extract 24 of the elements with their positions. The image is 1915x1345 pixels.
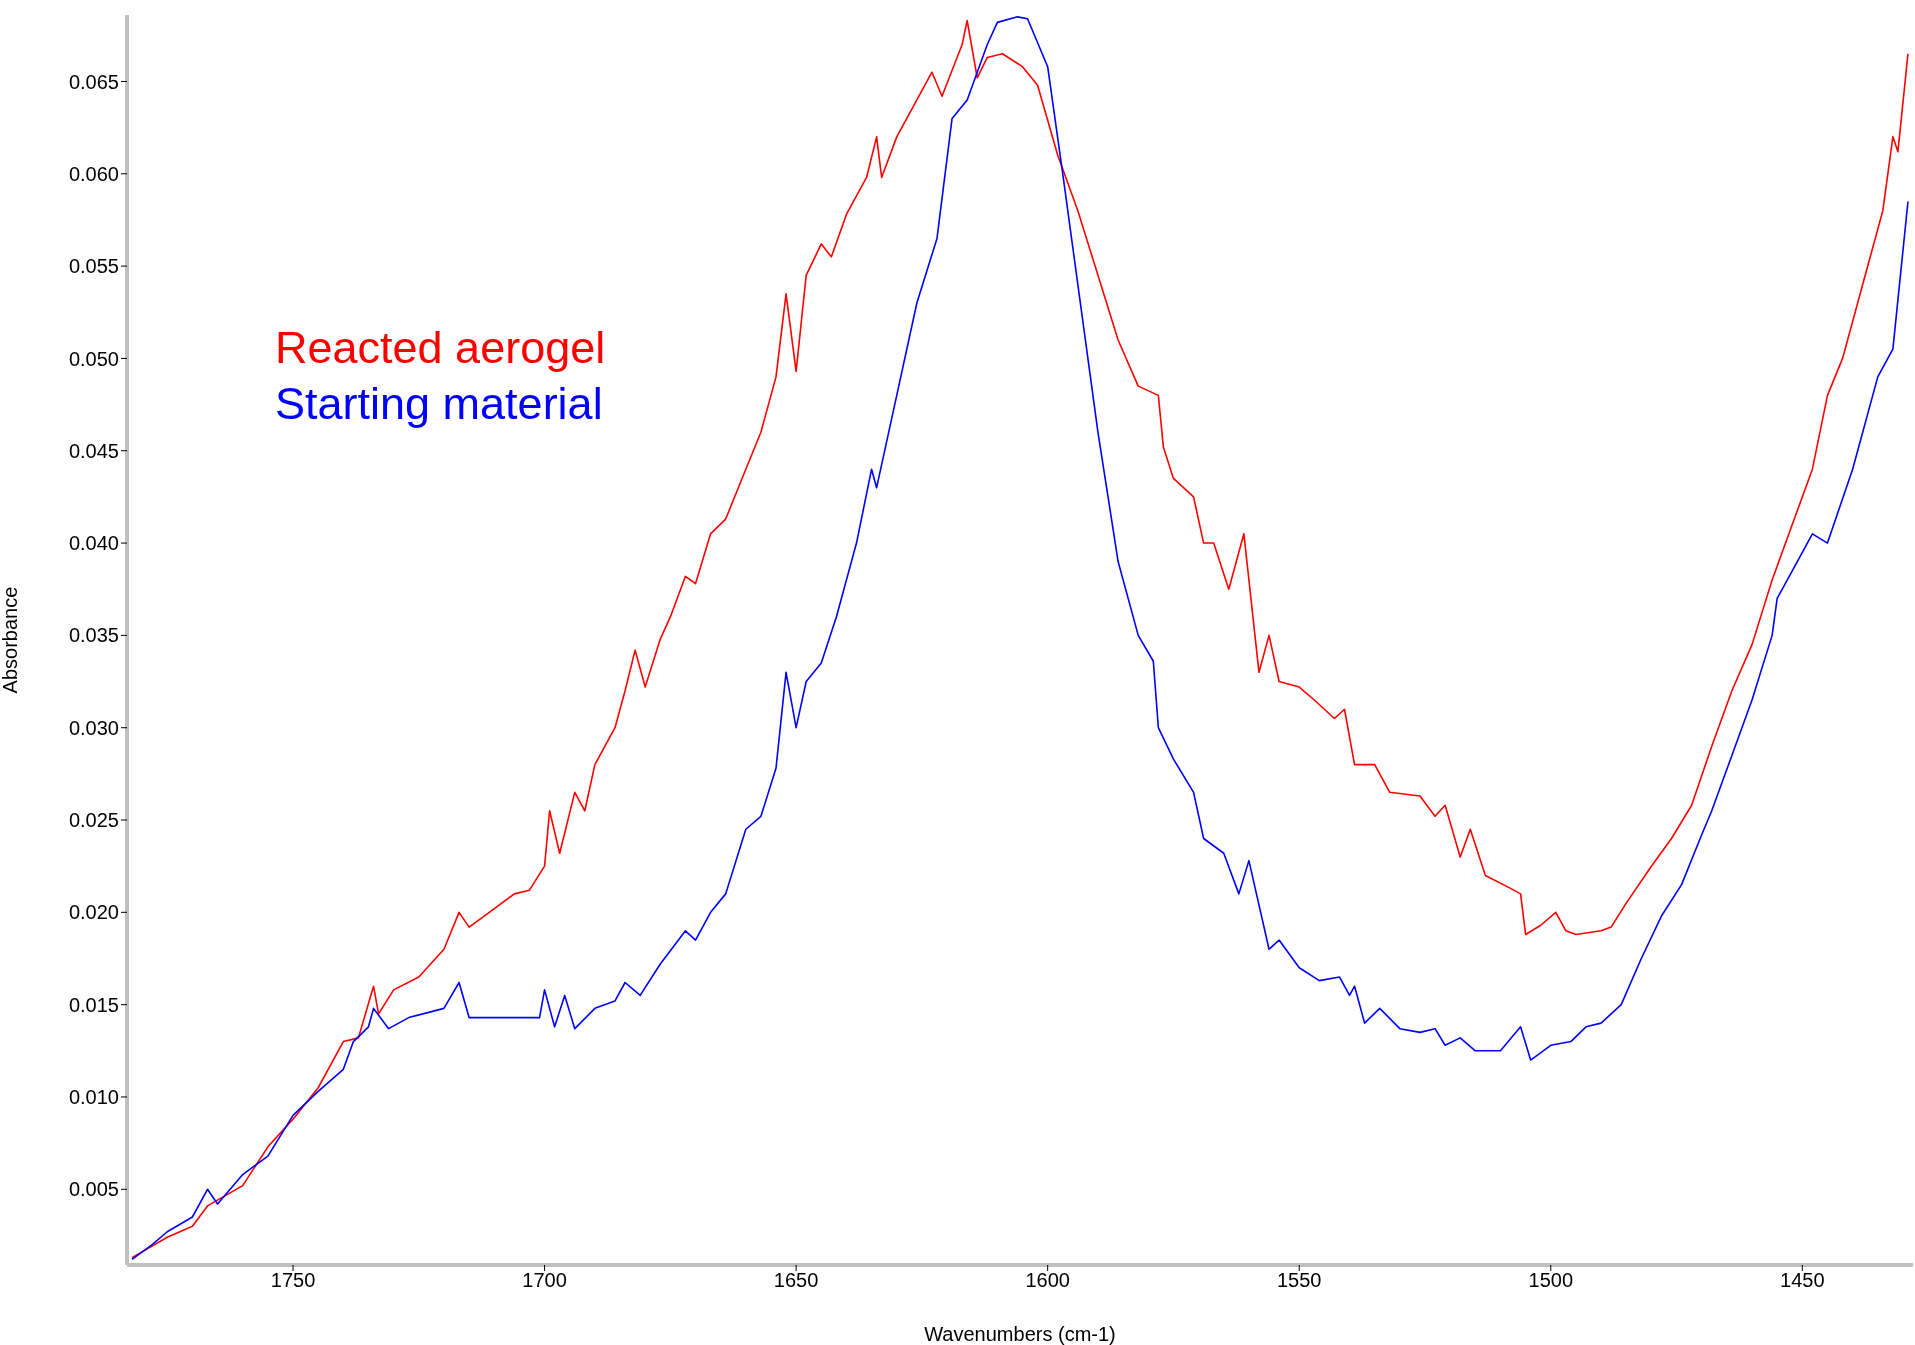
y-tick-label: 0.025 — [68, 809, 119, 832]
text: Reacted aerogel — [275, 321, 606, 375]
x-tick-label: 1650 — [773, 1269, 819, 1292]
y-tick-label: 0.040 — [68, 532, 119, 555]
y-tick-label: 0.060 — [68, 162, 119, 185]
y-tick-label: 0.045 — [68, 439, 119, 462]
text: Starting material — [275, 377, 604, 431]
x-axis-title: Wavenumbers (cm-1) — [924, 1323, 1116, 1345]
x-tick-label: 1500 — [1528, 1269, 1574, 1292]
x-tick-label: 1450 — [1780, 1269, 1825, 1292]
y-tick-label: 0.055 — [68, 255, 119, 278]
x-tick-label: 1700 — [522, 1269, 567, 1292]
y-tick-label: 0.035 — [68, 624, 119, 647]
y-axis-title: Absorbance — [0, 586, 22, 694]
x-tick-label: 1750 — [270, 1269, 316, 1292]
y-tick-label: 0.030 — [68, 716, 119, 739]
y-tick-label: 0.065 — [68, 70, 119, 93]
y-tick-label: 0.010 — [68, 1086, 119, 1109]
x-tick-label: 1550 — [1276, 1269, 1322, 1292]
y-tick-label: 0.015 — [68, 993, 119, 1016]
y-tick-label: 0.005 — [68, 1178, 119, 1201]
y-tick-label: 0.050 — [68, 347, 119, 370]
x-tick-label: 1600 — [1025, 1269, 1070, 1292]
y-tick-label: 0.020 — [68, 901, 119, 924]
